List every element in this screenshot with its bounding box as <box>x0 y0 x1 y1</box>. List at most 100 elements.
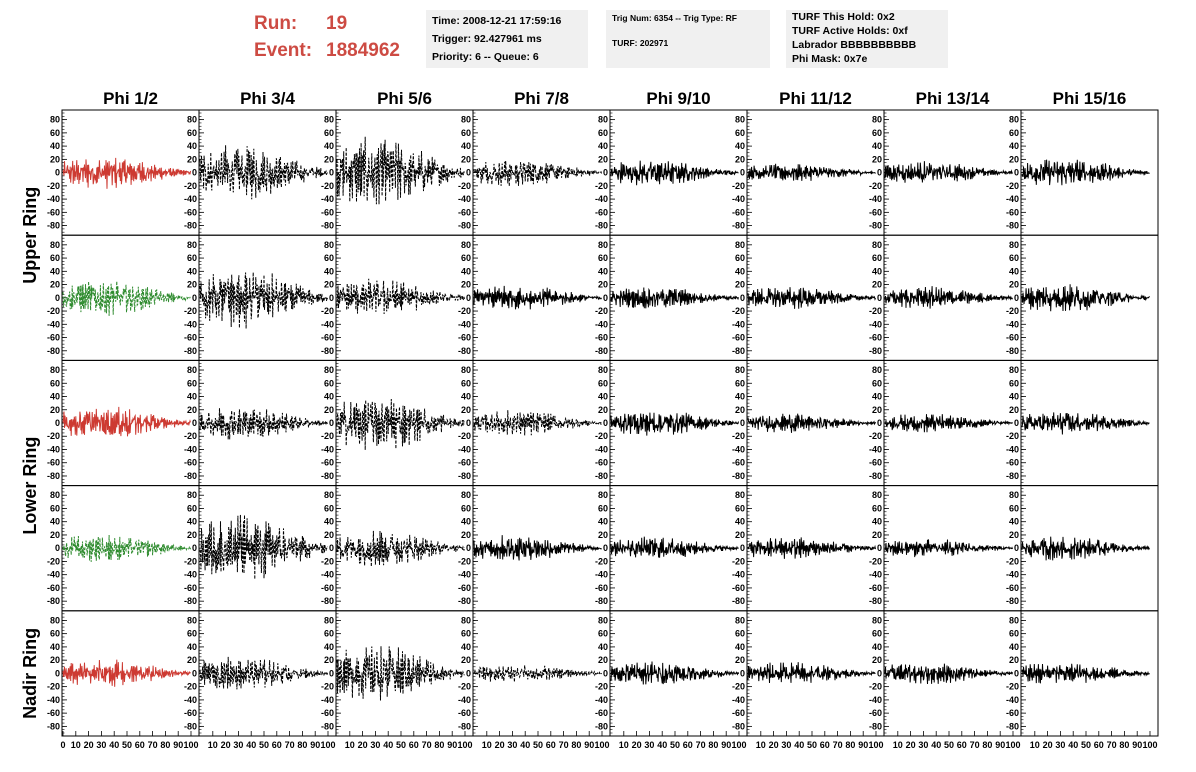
waveform-trace <box>1021 663 1150 684</box>
y-tick-label: -80 <box>869 471 882 481</box>
y-tick-label: -60 <box>47 207 60 217</box>
y-tick-label: -20 <box>47 556 60 566</box>
y-tick-label: 20 <box>598 154 608 164</box>
x-tick-label: 60 <box>546 740 556 750</box>
panel-frame <box>61 485 200 612</box>
x-tick-label: 60 <box>272 740 282 750</box>
y-tick-label: -60 <box>184 207 197 217</box>
y-tick-label: 40 <box>735 392 745 402</box>
event-line: Event: 1884962 <box>254 37 400 64</box>
y-tick-label: -40 <box>458 570 471 580</box>
y-tick-label: 60 <box>735 629 745 639</box>
x-tick-label: 100 <box>868 740 883 750</box>
x-tick-label: 30 <box>370 740 380 750</box>
run-value: 19 <box>326 13 348 34</box>
y-tick-label: 80 <box>50 115 60 125</box>
y-tick-label: 80 <box>324 615 334 625</box>
y-tick-label: 0 <box>1014 293 1019 303</box>
y-tick-label: 80 <box>735 490 745 500</box>
y-tick-label: -80 <box>184 221 197 231</box>
y-tick-label: 80 <box>324 490 334 500</box>
y-tick-label: 80 <box>598 490 608 500</box>
y-tick-label: 40 <box>50 642 60 652</box>
y-tick-label: -80 <box>321 471 334 481</box>
y-tick-label: -80 <box>184 721 197 731</box>
y-tick-label: -60 <box>184 458 197 468</box>
row-label: Lower Ring <box>20 437 40 535</box>
y-tick-label: 0 <box>740 543 745 553</box>
y-tick-label: -40 <box>47 444 60 454</box>
y-tick-label: -60 <box>321 458 334 468</box>
y-tick-label: -60 <box>869 708 882 718</box>
y-tick-label: -40 <box>321 194 334 204</box>
y-tick-label: 20 <box>324 154 334 164</box>
y-tick-label: -80 <box>869 596 882 606</box>
y-tick-label: 20 <box>324 530 334 540</box>
y-tick-label: 40 <box>598 141 608 151</box>
waveform-trace <box>884 663 1013 685</box>
x-tick-label: 60 <box>957 740 967 750</box>
y-tick-label: 60 <box>50 253 60 263</box>
y-tick-label: -60 <box>321 708 334 718</box>
y-tick-label: -80 <box>1006 221 1019 231</box>
x-tick-label: 10 <box>893 740 903 750</box>
y-tick-label: 0 <box>603 168 608 178</box>
y-tick-label: 20 <box>598 530 608 540</box>
y-tick-label: 20 <box>187 405 197 415</box>
y-tick-label: -80 <box>732 221 745 231</box>
column-header: Phi 13/14 <box>916 89 990 108</box>
y-tick-label: 80 <box>598 615 608 625</box>
x-tick-label: 10 <box>482 740 492 750</box>
y-tick-label: 40 <box>872 266 882 276</box>
y-tick-label: 0 <box>466 668 471 678</box>
y-tick-label: 60 <box>1009 378 1019 388</box>
y-tick-label: -60 <box>458 207 471 217</box>
x-tick-label: 90 <box>995 740 1005 750</box>
panel-frame <box>472 359 611 487</box>
y-tick-label: 80 <box>187 490 197 500</box>
y-tick-label: 20 <box>50 154 60 164</box>
y-tick-label: -60 <box>47 583 60 593</box>
x-tick-label: 40 <box>1068 740 1078 750</box>
y-tick-label: -80 <box>1006 721 1019 731</box>
x-tick-label: 50 <box>807 740 817 750</box>
waveform-trace <box>473 160 602 187</box>
x-tick-label: 90 <box>721 740 731 750</box>
x-tick-label: 70 <box>285 740 295 750</box>
x-tick-label: 50 <box>670 740 680 750</box>
column-header: Phi 5/6 <box>377 89 432 108</box>
y-tick-label: -20 <box>595 181 608 191</box>
run-label: Run: <box>254 13 298 34</box>
y-tick-label: 0 <box>192 418 197 428</box>
y-tick-label: 80 <box>187 240 197 250</box>
y-tick-label: 0 <box>329 293 334 303</box>
y-tick-label: 20 <box>461 280 471 290</box>
x-tick-label: 90 <box>858 740 868 750</box>
y-tick-label: 0 <box>329 668 334 678</box>
y-tick-label: -20 <box>869 556 882 566</box>
y-tick-label: 0 <box>877 543 882 553</box>
y-tick-label: 40 <box>735 141 745 151</box>
y-tick-label: 0 <box>55 543 60 553</box>
y-tick-label: 40 <box>187 392 197 402</box>
y-tick-label: 0 <box>877 668 882 678</box>
waveform-trace <box>336 398 465 451</box>
y-tick-label: -80 <box>732 471 745 481</box>
y-tick-label: 60 <box>324 378 334 388</box>
waveform-trace <box>473 410 602 436</box>
y-tick-label: -60 <box>595 583 608 593</box>
y-tick-label: 60 <box>50 503 60 513</box>
y-tick-label: 20 <box>324 655 334 665</box>
turf-hold-text: TURF This Hold: 0x2 <box>792 11 895 23</box>
x-tick-label: 10 <box>1030 740 1040 750</box>
x-tick-label: 30 <box>1055 740 1065 750</box>
y-tick-label: -20 <box>321 556 334 566</box>
y-tick-label: -20 <box>458 306 471 316</box>
y-tick-label: 40 <box>50 517 60 527</box>
y-tick-label: -80 <box>47 721 60 731</box>
waveform-trace <box>884 539 1013 558</box>
trigger-text: Trigger: 92.427961 ms <box>432 33 542 45</box>
y-tick-label: -80 <box>458 346 471 356</box>
x-tick-label: 50 <box>396 740 406 750</box>
y-tick-label: 60 <box>461 629 471 639</box>
